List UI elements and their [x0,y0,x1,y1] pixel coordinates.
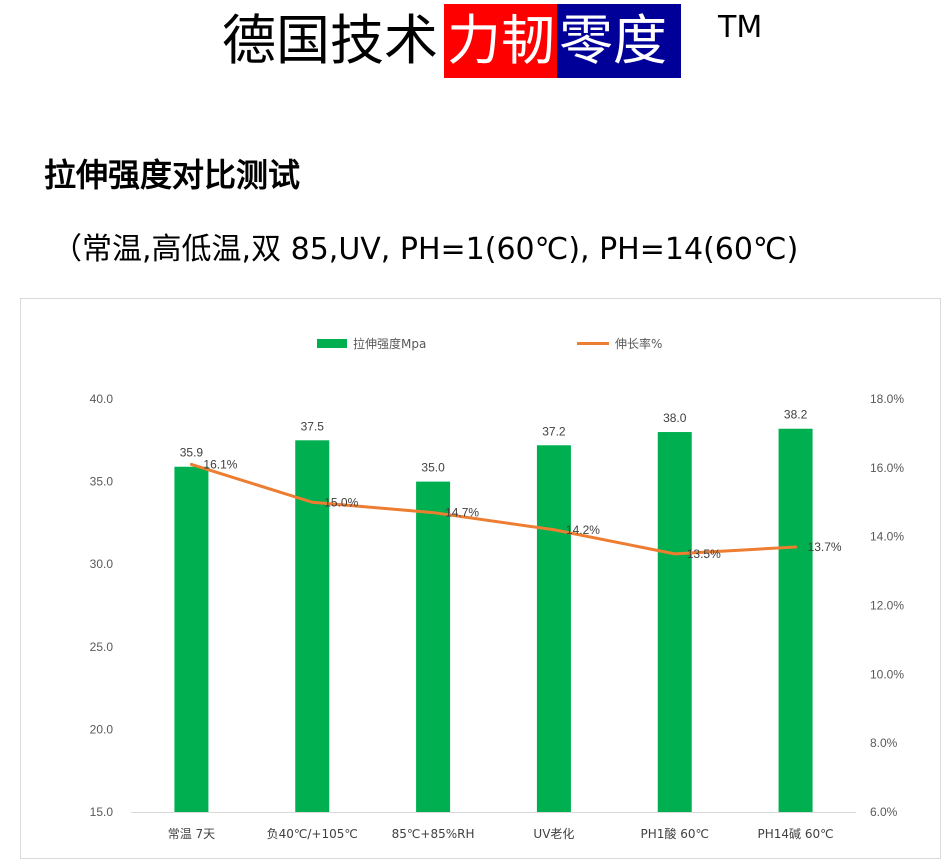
y-left-tick-label: 35.0 [90,475,114,489]
y-right-tick-label: 16.0% [870,461,904,475]
header-title-text: 德国技术 [222,9,438,72]
line-point [552,528,556,532]
bar [778,428,813,812]
line-point [431,511,435,515]
bar [657,432,692,812]
bar [536,445,571,812]
y-right-tick-label: 14.0% [870,530,904,544]
legend-swatch-bars [317,339,347,348]
brand-red-label: 力韧 [444,4,557,78]
y-right-tick-label: 18.0% [870,392,904,406]
y-right-tick-label: 10.0% [870,667,904,681]
category-label: PH1酸 60℃ [641,826,709,841]
y-right-tick-label: 6.0% [870,805,898,819]
line-data-label: 14.2% [566,523,600,537]
header-title: 德国技术 力韧 零度 [222,4,681,78]
category-label: PH14碱 60℃ [758,827,834,841]
chart-frame: 拉伸强度Mpa 伸长率% 15.0 20.0 25.0 30.0 35.0 40.0 6.0… [20,298,941,859]
line-point [310,500,314,504]
bar-data-label: 37.2 [542,424,566,438]
trademark-mark: TM [718,10,763,45]
line-path [190,462,796,556]
section-title: 拉伸强度对比测试 [44,156,301,194]
bar [174,466,209,812]
bar-data-label: 38.2 [784,408,808,422]
y-left-tick-label: 15.0 [90,805,114,819]
axis-left: 15.0 20.0 25.0 30.0 35.0 40.0 [90,392,114,819]
legend-label-line: 伸长率% [615,336,662,351]
category-label: 常温 7天 [168,827,215,841]
line-data-label: 15.0% [324,495,358,509]
legend-label-bars: 拉伸强度Mpa [353,336,426,351]
line-point [794,545,798,549]
line-data-label: 13.7% [808,540,842,554]
bar-series: 35.9 37.5 35.0 37.2 38.0 38.2 [174,408,813,812]
y-right-tick-label: 8.0% [870,736,898,750]
chart: 拉伸强度Mpa 伸长率% 15.0 20.0 25.0 30.0 35.0 40.0 6.0… [90,336,905,841]
line-point [673,552,677,556]
category-label: UV老化 [533,827,574,841]
bar-data-label: 35.9 [180,446,204,460]
line-data-label: 16.1% [203,457,237,471]
line-data-label: 13.5% [687,547,721,561]
bar-data-label: 37.5 [301,419,325,433]
legend: 拉伸强度Mpa 伸长率% [317,336,662,351]
line-point [189,462,193,466]
y-left-tick-label: 20.0 [90,722,114,736]
y-left-tick-label: 40.0 [90,392,114,406]
y-left-tick-label: 30.0 [90,557,114,571]
brand-blue-label: 零度 [557,4,681,78]
bar-data-label: 38.0 [663,411,687,425]
bar [416,481,451,812]
category-label: 85℃+85%RH [392,827,475,841]
axis-right: 6.0% 8.0% 10.0% 12.0% 14.0% 16.0% 18.0% [870,392,904,819]
y-left-tick-label: 25.0 [90,640,114,654]
test-conditions: （常温,高低温,双 85,UV, PH=1(60℃), PH=14(60℃) [52,232,799,267]
bar-data-label: 35.0 [421,461,445,475]
category-axis: 常温 7天 负40℃/+105℃ 85℃+85%RH UV老化 PH1酸 60℃ PH14… [131,812,856,841]
category-label: 负40℃/+105℃ [267,827,358,841]
line-data-label: 14.7% [445,506,479,520]
y-right-tick-label: 12.0% [870,599,904,613]
line-series: 16.1% 15.0% 14.7% 14.2% 13.5% 13.7% [189,457,842,561]
